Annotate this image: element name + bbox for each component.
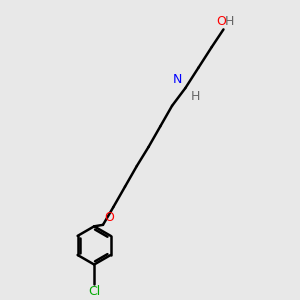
Text: Cl: Cl	[88, 285, 100, 298]
Text: O: O	[216, 15, 226, 28]
Text: N: N	[173, 73, 182, 86]
Text: H: H	[190, 90, 200, 103]
Text: H: H	[225, 15, 234, 28]
Text: O: O	[104, 211, 114, 224]
